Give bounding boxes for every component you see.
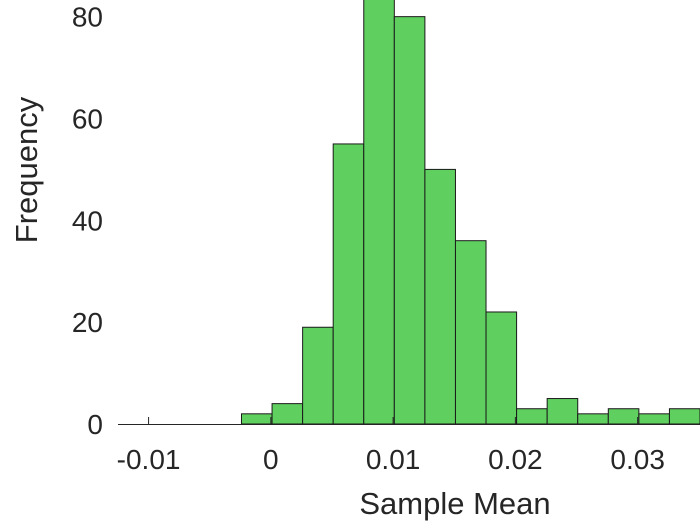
- histogram-bar: [485, 311, 518, 425]
- histogram-bar: [668, 408, 700, 425]
- histogram-bar: [302, 326, 334, 425]
- histogram-bar: [424, 168, 456, 425]
- y-tick-label: 0: [87, 409, 103, 440]
- histogram-bar: [577, 413, 609, 425]
- histogram-bar: [546, 398, 579, 425]
- x-axis-title: Sample Mean: [359, 486, 550, 521]
- x-tick-label: 0.03: [610, 444, 665, 475]
- histogram-bar: [516, 408, 548, 425]
- y-tick-label: 40: [72, 205, 103, 236]
- y-axis-title: Frequency: [9, 96, 44, 243]
- x-tick-label: 0: [263, 444, 279, 475]
- y-ticks: 0 20 40 60 80: [72, 2, 103, 440]
- axes: -0.01 0 0.01 0.02 0.03 0 20 40 60 80: [72, 2, 700, 475]
- histogram-bar: [638, 413, 670, 425]
- histogram-bars: [240, 0, 700, 425]
- histogram-bar: [271, 403, 304, 425]
- x-tick-label: 0.01: [366, 444, 421, 475]
- histogram-bar: [607, 408, 640, 425]
- y-tick-label: 20: [72, 307, 103, 338]
- histogram-bar: [393, 16, 426, 425]
- x-ticks: -0.01 0 0.01 0.02 0.03: [117, 417, 665, 475]
- histogram-bar: [363, 0, 395, 425]
- histogram-bar: [332, 143, 365, 425]
- y-tick-label: 80: [72, 2, 103, 33]
- y-tick-label: 60: [72, 103, 103, 134]
- histogram-bar: [454, 240, 487, 425]
- x-tick-label: -0.01: [117, 444, 181, 475]
- histogram-bar: [240, 413, 273, 425]
- x-tick-label: 0.02: [488, 444, 543, 475]
